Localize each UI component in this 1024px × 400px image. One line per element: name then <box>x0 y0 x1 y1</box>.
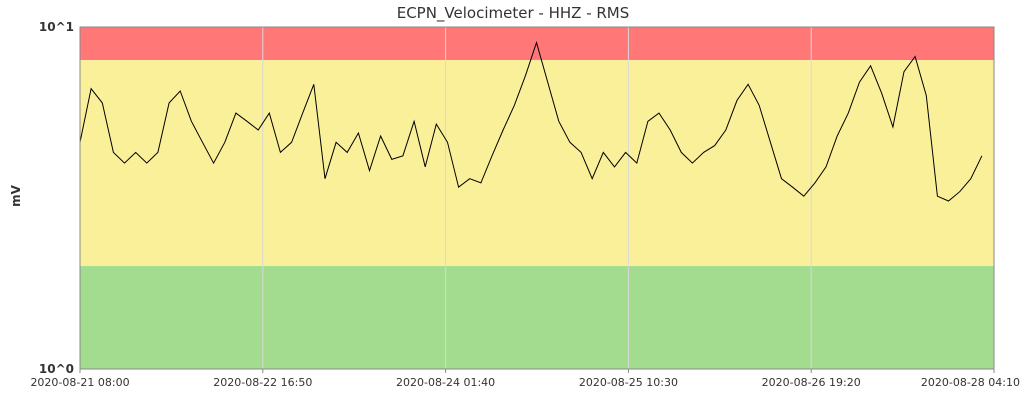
y-tick-label-1: 10^1 <box>39 20 74 34</box>
threshold-bands <box>80 27 994 369</box>
x-tick-label-5: 2020-08-28 04:10 <box>921 376 1020 389</box>
y-tick-label-0: 10^0 <box>39 362 74 376</box>
vertical-grid <box>262 27 812 369</box>
chart-title: ECPN_Velocimeter - HHZ - RMS <box>397 4 630 23</box>
y-axis-label: mV <box>9 184 23 207</box>
threshold-band-2 <box>80 266 994 369</box>
x-tick-label-1: 2020-08-22 16:50 <box>213 376 312 389</box>
plot-border <box>79 26 995 370</box>
x-tick-label-3: 2020-08-25 10:30 <box>579 376 678 389</box>
threshold-band-1 <box>80 60 994 267</box>
x-axis-ticks: 2020-08-21 08:00 2020-08-22 16:50 2020-08-… <box>30 369 1020 389</box>
x-tick-label-2: 2020-08-24 01:40 <box>396 376 495 389</box>
x-tick-label-0: 2020-08-21 08:00 <box>30 376 129 389</box>
y-axis-ticks: 10^0 10^1 <box>39 20 74 376</box>
x-tick-label-4: 2020-08-26 19:20 <box>762 376 861 389</box>
series-line <box>79 40 983 202</box>
